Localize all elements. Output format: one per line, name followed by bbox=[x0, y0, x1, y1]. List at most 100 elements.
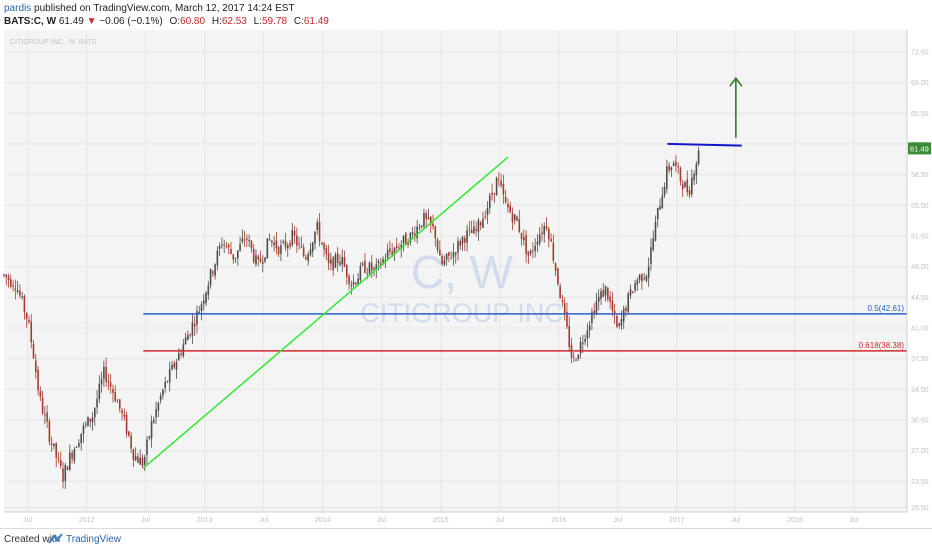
time-tick-label: Jul bbox=[849, 517, 858, 524]
candle-body bbox=[547, 228, 550, 240]
candle-body bbox=[275, 240, 278, 249]
chart-area[interactable]: C, W CITIGROUP INC CITIGROUP INC., W, BA… bbox=[0, 30, 932, 528]
candle-body bbox=[84, 423, 87, 425]
candle-body bbox=[107, 380, 110, 383]
candle-body bbox=[7, 276, 10, 281]
candle-body bbox=[96, 398, 98, 408]
tradingview-logo-icon[interactable] bbox=[48, 533, 64, 545]
candle-body bbox=[482, 218, 484, 228]
candle-body bbox=[373, 267, 375, 270]
price-tick-label: 20.50 bbox=[911, 505, 929, 512]
candle-body bbox=[452, 252, 455, 258]
candle-body bbox=[348, 275, 350, 285]
candle-body bbox=[59, 460, 62, 467]
drawing-tools[interactable]: 0.5(42.61) 0.618(38.38) bbox=[142, 76, 907, 469]
published-text: published on TradingView.com, March 12, … bbox=[34, 3, 295, 14]
candle-body bbox=[232, 254, 235, 260]
candle-body bbox=[19, 290, 21, 296]
candle-body bbox=[227, 244, 230, 248]
candle-body bbox=[252, 248, 255, 262]
candle-body bbox=[286, 245, 289, 248]
candle-body bbox=[339, 262, 341, 266]
candle-body bbox=[477, 220, 480, 233]
candle-body bbox=[484, 216, 487, 218]
close-value: 61.49 bbox=[303, 16, 329, 27]
open-label: O: bbox=[169, 16, 181, 27]
fib-level-label: 0.618(38.38) bbox=[859, 341, 905, 350]
candle-body bbox=[504, 196, 507, 202]
candle-body bbox=[273, 242, 275, 245]
candle-body bbox=[552, 242, 555, 261]
candle-body bbox=[368, 262, 371, 274]
candle-body bbox=[631, 291, 634, 294]
candle-body bbox=[656, 207, 659, 220]
price-tick-label: 72.50 bbox=[911, 49, 929, 56]
candle-body bbox=[202, 300, 205, 304]
candle-body bbox=[404, 233, 407, 245]
candle-body bbox=[57, 457, 60, 459]
candle-body bbox=[212, 271, 214, 274]
candle-body bbox=[402, 235, 405, 244]
candle-body bbox=[670, 167, 673, 171]
candle-body bbox=[595, 301, 598, 314]
created-with-text: Created with bbox=[4, 534, 61, 545]
candle-body bbox=[541, 232, 543, 234]
candle-body bbox=[116, 401, 119, 403]
candle-body bbox=[454, 252, 457, 255]
candle-body bbox=[125, 414, 128, 434]
candle-body bbox=[366, 273, 368, 274]
candle-body bbox=[572, 356, 575, 358]
candle-body bbox=[16, 290, 19, 293]
price-axis[interactable]: 20.50 23.50 27.00 30.50 34.00 37.50 41.00 44.50… bbox=[906, 30, 931, 512]
candle-body bbox=[563, 303, 566, 314]
candle-body bbox=[527, 251, 530, 256]
candle-body bbox=[627, 293, 630, 312]
candle-body bbox=[604, 285, 607, 296]
trend-line bbox=[142, 156, 509, 469]
candle-body bbox=[173, 362, 176, 368]
candle-body bbox=[87, 416, 89, 426]
candle-body bbox=[677, 166, 679, 168]
candle-body bbox=[618, 323, 620, 326]
candle-body bbox=[468, 228, 471, 230]
candle-body bbox=[150, 421, 153, 439]
candle-body bbox=[187, 334, 189, 341]
candle-body bbox=[221, 245, 223, 247]
candle-body bbox=[255, 255, 257, 265]
candle-body bbox=[214, 264, 216, 276]
price-chart[interactable]: C, W CITIGROUP INC CITIGROUP INC., W, BA… bbox=[0, 30, 932, 528]
candle-body bbox=[389, 248, 391, 252]
candle-body bbox=[25, 312, 28, 319]
candle-body bbox=[538, 234, 541, 244]
candle-body bbox=[486, 208, 489, 216]
author-link[interactable]: pardis bbox=[4, 3, 32, 14]
tradingview-link[interactable]: TradingView bbox=[66, 534, 122, 545]
candle-body bbox=[191, 322, 194, 336]
candle-body bbox=[14, 288, 17, 291]
candle-body bbox=[314, 231, 316, 244]
candle-body bbox=[475, 229, 477, 231]
candle-body bbox=[271, 240, 273, 243]
candle-body bbox=[207, 285, 210, 295]
candle-body bbox=[593, 310, 595, 315]
candle-body bbox=[268, 239, 271, 241]
open-value: 60.80 bbox=[180, 16, 206, 27]
candle-body bbox=[159, 395, 162, 401]
low-label: L: bbox=[253, 16, 262, 27]
time-axis[interactable]: Jul 2012 Jul 2013 Jul 2014 Jul 2015 Jul 2016 Jul 20… bbox=[4, 511, 907, 524]
candle-body bbox=[284, 240, 287, 248]
candle-body bbox=[118, 399, 121, 409]
price-tick-label: 27.00 bbox=[911, 448, 929, 455]
candle-body bbox=[675, 161, 677, 166]
candle-body bbox=[98, 383, 101, 399]
candle-body bbox=[189, 334, 191, 336]
candle-body bbox=[100, 379, 103, 384]
candle-body bbox=[409, 233, 412, 243]
candle-body bbox=[237, 250, 239, 259]
close-label: C: bbox=[293, 16, 304, 27]
candle-body bbox=[591, 312, 593, 324]
candle-body bbox=[223, 243, 225, 245]
candle-body bbox=[641, 273, 643, 282]
candle-body bbox=[146, 439, 148, 455]
candle-body bbox=[132, 449, 135, 460]
